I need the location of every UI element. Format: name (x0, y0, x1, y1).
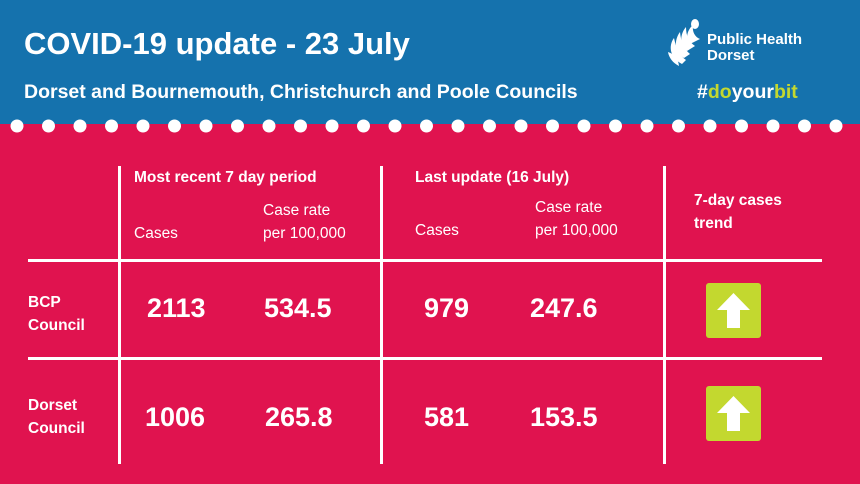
logo-text-line1: Public Health (707, 31, 803, 48)
divider-dot (105, 119, 118, 133)
divider-dot (168, 119, 181, 133)
col-header-recent-cases: Cases (134, 225, 178, 242)
bcp-recent-cases: 2113 (147, 293, 206, 323)
row-label-dorset-council: Dorset Council (28, 394, 85, 440)
col-header-recent-rate-line2: per 100,000 (263, 225, 346, 242)
divider-dot (325, 119, 339, 133)
dotted-divider (10, 119, 843, 133)
divider-dot (42, 119, 55, 133)
public-health-dorset-logo-icon (668, 19, 700, 66)
divider-dot (136, 119, 150, 133)
col-header-last-rate-line1: Case rate (535, 199, 603, 216)
row-label-bcp-council: BCP Council (28, 291, 85, 337)
divider-dot (483, 119, 496, 133)
page-subtitle: Dorset and Bournemouth, Christchurch and… (24, 81, 578, 103)
bcp-last-cases: 979 (424, 293, 470, 323)
up-arrow-icon (717, 293, 750, 328)
up-arrow-icon (717, 396, 750, 431)
divider-dot (199, 119, 213, 133)
divider-horizontal-1 (28, 259, 822, 262)
row-label-line2: Council (28, 317, 85, 334)
divider-dot (231, 119, 244, 133)
col-header-last-rate: Case rate per 100,000 (535, 196, 618, 242)
hashtag-prefix: # (697, 81, 708, 103)
hashtag: #doyourbit (697, 81, 798, 104)
col-header-recent-rate: Case rate per 100,000 (263, 199, 346, 245)
public-health-dorset-logo: Public Health Dorset (664, 18, 834, 70)
page-title: COVID-19 update - 23 July (24, 26, 410, 61)
col-header-trend-line1: 7-day cases (694, 192, 782, 209)
group-header-recent: Most recent 7 day period (134, 169, 317, 186)
divider-horizontal-2 (28, 357, 822, 360)
divider-dot (829, 119, 843, 133)
divider-dot (766, 119, 780, 133)
divider-vertical-3 (663, 166, 666, 464)
col-header-trend-line2: trend (694, 215, 733, 232)
logo-text: Public Health Dorset (707, 32, 802, 64)
hashtag-highlight-bit: bit (773, 81, 798, 103)
divider-dot (357, 119, 370, 133)
divider-dot (388, 119, 402, 133)
divider-dot (735, 119, 748, 133)
col-header-trend: 7-day cases trend (694, 189, 782, 235)
divider-dot (451, 119, 465, 133)
col-header-recent-rate-line1: Case rate (263, 202, 331, 219)
col-header-last-cases: Cases (415, 222, 459, 239)
group-header-last-update: Last update (16 July) (415, 169, 570, 186)
divider-dot (73, 119, 87, 133)
dorset-last-cases: 581 (424, 402, 470, 432)
col-header-last-rate-line2: per 100,000 (535, 222, 618, 239)
dorset-recent-cases: 1006 (145, 402, 206, 432)
hashtag-highlight-do: do (707, 81, 732, 103)
dorset-trend-up-arrow-icon (706, 386, 761, 441)
divider-dot (609, 119, 622, 133)
divider-vertical-1 (118, 166, 121, 464)
bcp-trend-up-arrow-icon (706, 283, 761, 338)
divider-dot (514, 119, 528, 133)
dorset-recent-rate: 265.8 (265, 402, 333, 432)
divider-dot (262, 119, 276, 133)
divider-dot (640, 119, 654, 133)
divider-dot (703, 119, 717, 133)
bcp-last-rate: 247.6 (530, 293, 598, 323)
divider-dot (10, 119, 24, 133)
divider-dot (546, 119, 559, 133)
row-label-line1: Dorset (28, 397, 78, 414)
divider-dot (672, 119, 685, 133)
hashtag-middle: your (731, 81, 774, 103)
bcp-recent-rate: 534.5 (264, 293, 332, 323)
row-label-line1: BCP (28, 294, 61, 311)
header-banner: COVID-19 update - 23 July Dorset and Bou… (0, 0, 860, 124)
divider-dot (294, 119, 307, 133)
dorset-last-rate: 153.5 (530, 402, 598, 432)
divider-dot (798, 119, 811, 133)
divider-dot (577, 119, 591, 133)
divider-dot (420, 119, 433, 133)
logo-text-line2: Dorset (707, 47, 755, 64)
row-label-line2: Council (28, 420, 85, 437)
divider-vertical-2 (380, 166, 383, 464)
